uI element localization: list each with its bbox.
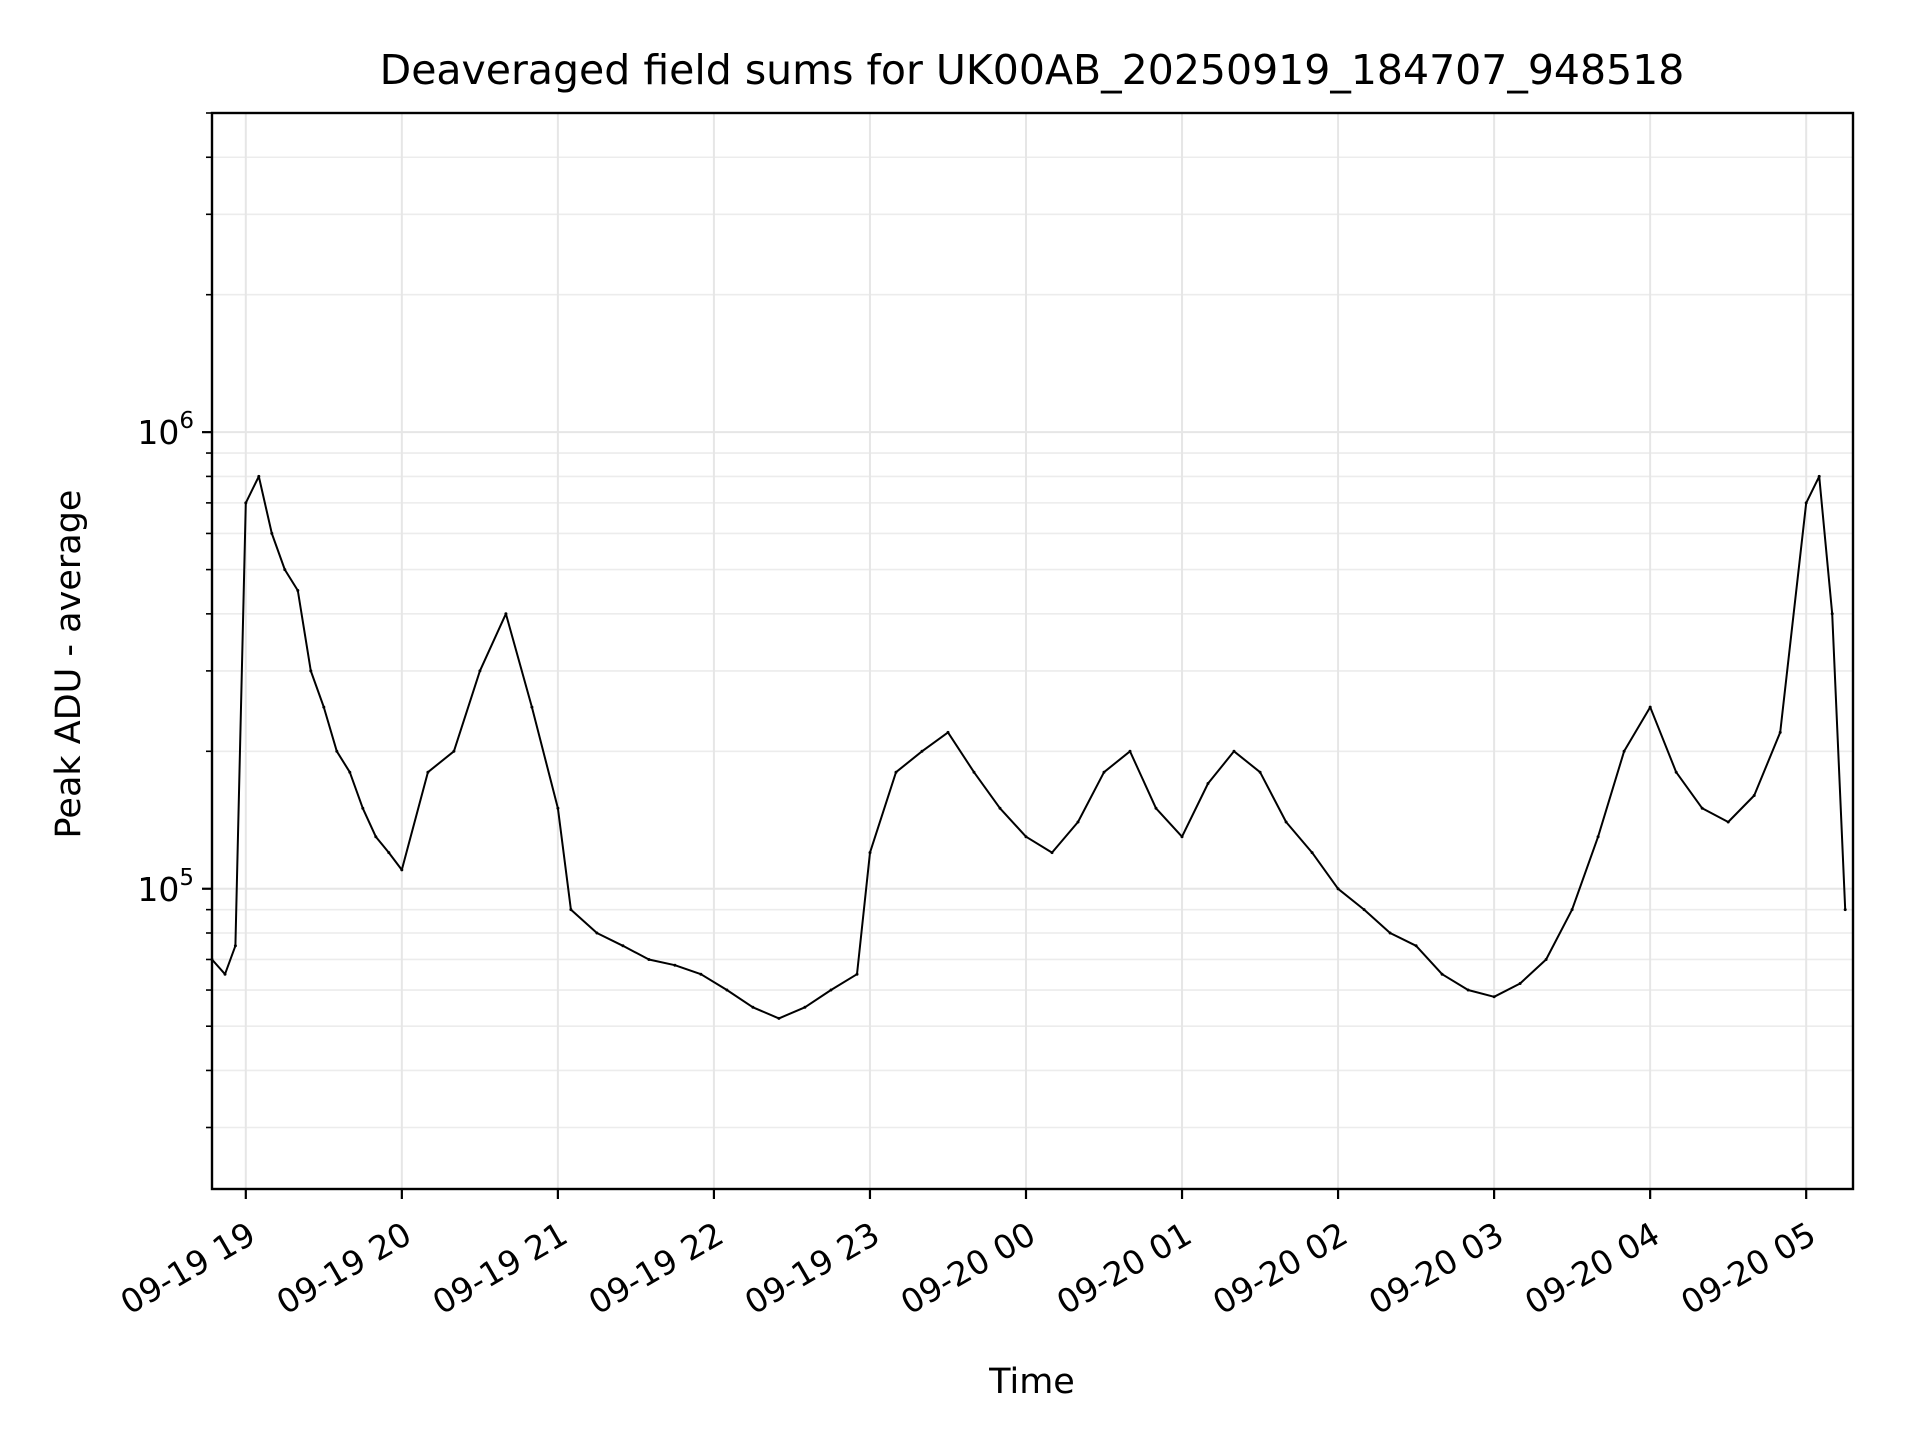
- data-point: [673, 963, 677, 967]
- data-point: [777, 1016, 781, 1020]
- x-tick-label: 09-19 19: [114, 1214, 262, 1322]
- data-point: [530, 705, 534, 709]
- data-point: [855, 972, 859, 976]
- data-point: [387, 851, 391, 855]
- data-point: [1570, 908, 1574, 912]
- data-point: [1544, 958, 1548, 961]
- y-tick-label: 105: [137, 865, 194, 909]
- chart-title: Deaveraged field sums for UK00AB_2025091…: [380, 46, 1685, 94]
- x-tick-label: 09-19 21: [426, 1214, 574, 1322]
- data-point: [1648, 705, 1652, 709]
- data-point: [1518, 982, 1522, 985]
- data-point: [751, 1005, 755, 1009]
- data-point: [257, 474, 261, 478]
- data-point: [946, 730, 950, 734]
- data-point: [478, 669, 482, 673]
- y-tick-base: 10: [137, 870, 179, 909]
- data-point: [1466, 988, 1470, 992]
- x-tick-label: 09-19 23: [738, 1214, 886, 1322]
- data-point: [1180, 835, 1184, 839]
- data-point: [1622, 749, 1626, 753]
- x-tick-label: 09-19 20: [270, 1214, 418, 1322]
- data-point: [1388, 931, 1392, 935]
- data-point: [296, 589, 300, 592]
- grid: [212, 112, 1853, 1189]
- data-point: [283, 568, 287, 572]
- data-point: [1128, 749, 1132, 753]
- y-tick-exponent: 5: [179, 865, 194, 891]
- data-point: [1232, 749, 1236, 753]
- data-point: [1830, 612, 1834, 616]
- x-tick-label: 09-20 05: [1674, 1214, 1822, 1322]
- x-tick-label: 09-20 03: [1362, 1214, 1510, 1322]
- data-point: [621, 944, 625, 948]
- data-point: [322, 705, 326, 709]
- data-point: [556, 806, 560, 810]
- data-point: [1310, 851, 1314, 855]
- x-tick-label: 09-20 01: [1050, 1214, 1198, 1322]
- x-tick-label: 09-19 22: [582, 1214, 730, 1322]
- data-point: [233, 944, 237, 948]
- data-point: [1843, 908, 1847, 912]
- data-point: [1778, 730, 1782, 734]
- data-point: [309, 669, 313, 673]
- data-point: [1726, 820, 1730, 824]
- data-point: [348, 770, 352, 774]
- data-point: [868, 851, 872, 855]
- data-point: [270, 531, 274, 535]
- data-point: [699, 972, 703, 976]
- data-point: [1817, 474, 1821, 478]
- data-point: [829, 988, 833, 992]
- data-point: [1102, 770, 1106, 774]
- data-point: [223, 972, 227, 976]
- data-point: [1050, 851, 1054, 855]
- data-point: [920, 749, 924, 753]
- data-point: [244, 501, 248, 505]
- data-point: [803, 1005, 807, 1009]
- data-point: [1154, 806, 1158, 810]
- data-point: [998, 806, 1002, 810]
- data-point: [595, 931, 599, 935]
- data-point: [1752, 794, 1756, 797]
- data-point: [894, 770, 898, 774]
- data-point: [1206, 782, 1210, 785]
- data-point: [504, 612, 508, 616]
- data-point: [1024, 835, 1028, 839]
- y-tick-exponent: 6: [179, 408, 194, 434]
- data-point: [1284, 820, 1288, 824]
- data-point: [1700, 806, 1704, 810]
- data-point: [725, 988, 729, 992]
- data-point: [569, 908, 573, 912]
- data-point: [1258, 770, 1262, 774]
- data-point: [335, 749, 339, 753]
- data-point: [1674, 770, 1678, 774]
- x-tick-label: 09-20 04: [1518, 1214, 1666, 1322]
- data-point: [426, 770, 430, 774]
- data-point: [647, 958, 651, 961]
- series-line: [211, 475, 1847, 1020]
- data-point: [452, 749, 456, 753]
- data-point: [1362, 908, 1366, 912]
- data-point: [361, 806, 365, 810]
- data-point: [400, 868, 404, 872]
- data-point: [1492, 995, 1496, 999]
- y-tick-label: 106: [137, 408, 194, 452]
- data-point: [1596, 835, 1600, 839]
- data-point: [374, 835, 378, 839]
- data-point: [972, 770, 976, 774]
- data-point: [1804, 501, 1808, 505]
- data-point: [1076, 820, 1080, 824]
- series-line-group: [210, 474, 1847, 1020]
- y-tick-base: 10: [137, 413, 179, 452]
- y-axis-label: Peak ADU - average: [49, 490, 89, 839]
- x-tick-label: 09-20 00: [894, 1214, 1042, 1322]
- data-point: [1414, 944, 1418, 948]
- x-tick-label: 09-20 02: [1206, 1214, 1354, 1322]
- x-axis-label: Time: [988, 1362, 1075, 1402]
- plot-frame: [210, 111, 1855, 1191]
- data-point: [1336, 887, 1340, 891]
- data-point: [1440, 972, 1444, 976]
